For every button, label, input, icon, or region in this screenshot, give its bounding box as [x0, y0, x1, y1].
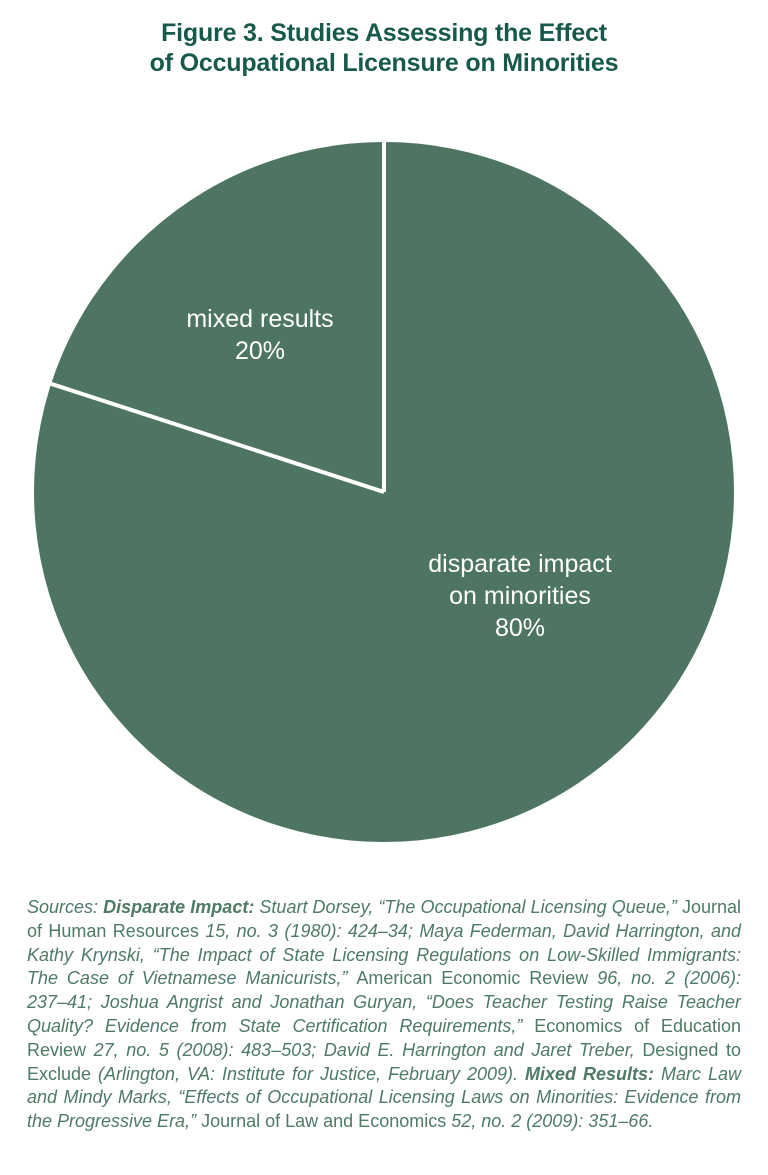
sources-segment: Journal of Law and Economics — [201, 1111, 452, 1132]
sources-text: Sources: Disparate Impact: Stuart Dorsey… — [27, 896, 741, 1134]
sources-segment: (Arlington, VA: Institute for Justice, F… — [98, 1063, 526, 1084]
figure-title-line1: Figure 3. Studies Assessing the Effect — [161, 19, 607, 47]
sources-segment: Journal of Human Resources — [27, 897, 741, 941]
sources-segment: Designed to Exclude — [27, 1039, 741, 1084]
pie-label-disparate-impact: disparate impact on minorities 80% — [390, 548, 650, 644]
sources-segment: Marc Law and Mindy Marks, “Effects of Oc… — [27, 1063, 741, 1132]
pie-label-mixed-results-value: 20% — [234, 337, 286, 365]
slice-divider-left — [50, 381, 385, 494]
sources-segment: 15, no. 3 (1980): 424–34; Maya Federman,… — [27, 920, 742, 989]
pie-chart — [34, 142, 734, 842]
sources-segment: Stuart Dorsey, “The Occupational Licensi… — [259, 897, 682, 917]
figure-title: Figure 3. Studies Assessing the Effect o… — [0, 18, 768, 78]
sources-segment: 52, no. 2 (2009): 351–66. — [451, 1111, 654, 1132]
figure-title-line2: of Occupational Licensure on Minorities — [149, 49, 619, 77]
pie-label-mixed-results: mixed results 20% — [140, 303, 380, 367]
sources-segment: 27, no. 5 (2008): 483–503; David E. Harr… — [93, 1039, 643, 1060]
pie-label-mixed-results-text: mixed results — [186, 305, 334, 333]
pie-label-disparate-impact-text1: disparate impact — [428, 550, 612, 578]
pie-label-disparate-impact-text2: on minorities — [449, 582, 591, 610]
sources-segment: Economics of Education Review — [27, 1015, 741, 1060]
sources-segment: Sources: — [27, 897, 104, 917]
sources-segment: American Economic Review — [356, 968, 598, 989]
pie-label-disparate-impact-value: 80% — [494, 614, 546, 642]
sources-segment: 96, no. 2 (2006): 237–41; Joshua Angrist… — [27, 968, 742, 1036]
sources-segment: Mixed Results: — [525, 1063, 661, 1084]
sources-segment: Disparate Impact: — [103, 897, 260, 917]
